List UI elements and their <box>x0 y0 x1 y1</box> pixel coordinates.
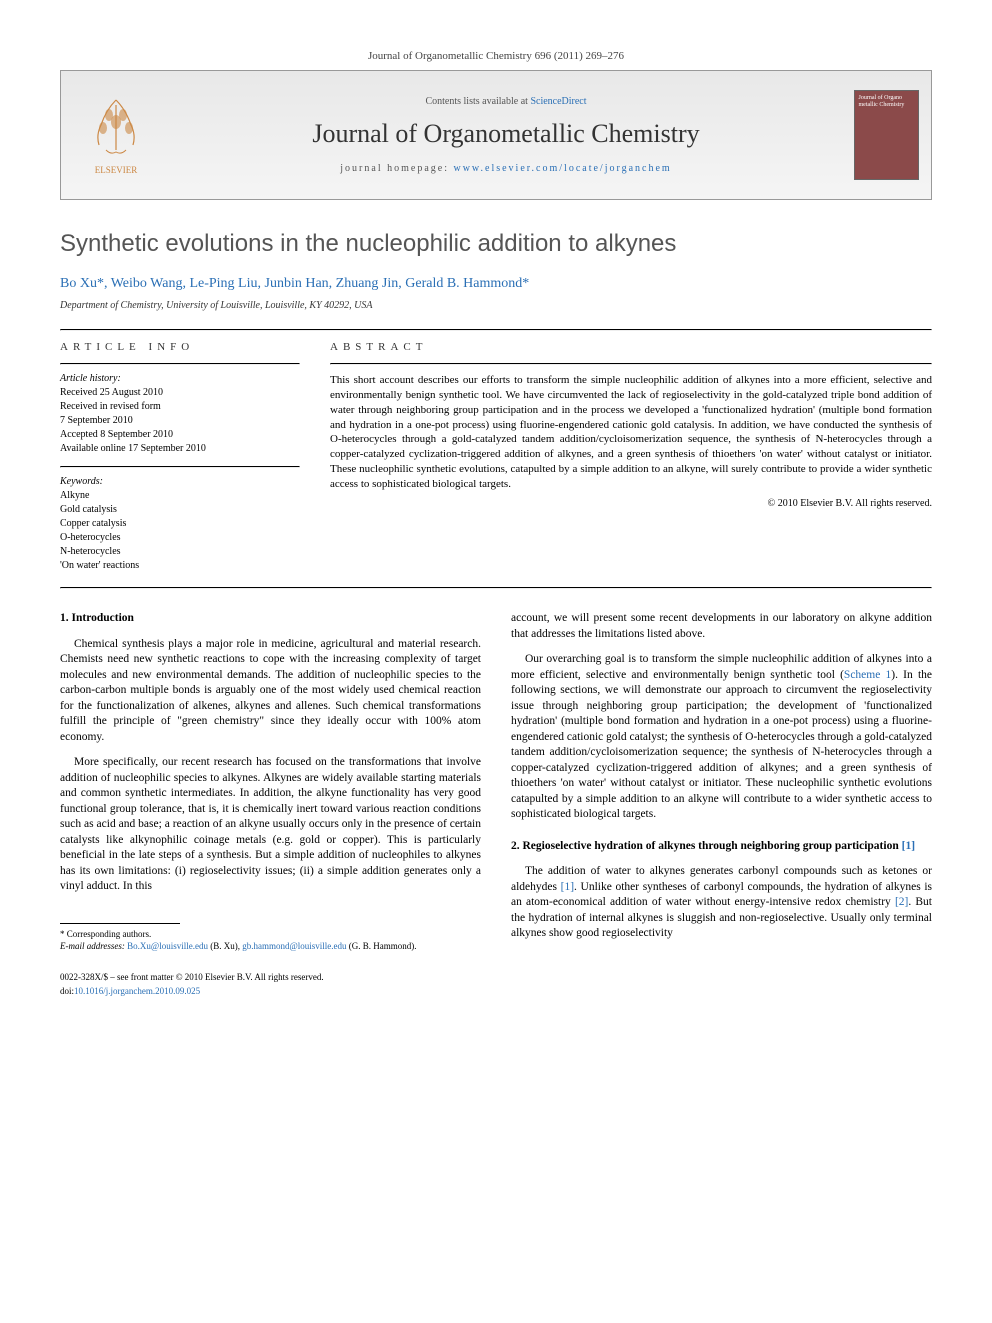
left-column: 1. Introduction Chemical synthesis plays… <box>60 611 481 997</box>
para-4-text-b: ). In the following sections, we will de… <box>511 669 932 821</box>
article-title: Synthetic evolutions in the nucleophilic… <box>60 230 932 258</box>
email-1[interactable]: Bo.Xu@louisville.edu <box>127 941 208 951</box>
cover-text: Journal of Organo metallic Chemistry <box>859 95 914 108</box>
header-citation: Journal of Organometallic Chemistry 696 … <box>60 50 932 62</box>
doi-prefix: doi: <box>60 986 74 996</box>
section-2-heading: 2. Regioselective hydration of alkynes t… <box>511 839 932 855</box>
abstract-column: ABSTRACT This short account describes ou… <box>330 341 932 573</box>
section-1-heading: 1. Introduction <box>60 611 481 627</box>
publisher-logo-area: ELSEVIER <box>61 71 171 199</box>
keyword-3: Copper catalysis <box>60 517 300 531</box>
authors-text[interactable]: Bo Xu*, Weibo Wang, Le-Ping Liu, Junbin … <box>60 276 529 291</box>
cite-1[interactable]: [1] <box>561 881 574 893</box>
issn-line: 0022-328X/$ – see front matter © 2010 El… <box>60 971 324 983</box>
journal-homepage-line: journal homepage: www.elsevier.com/locat… <box>171 163 841 174</box>
contents-available-line: Contents lists available at ScienceDirec… <box>171 96 841 107</box>
author-list: Bo Xu*, Weibo Wang, Le-Ping Liu, Junbin … <box>60 276 932 292</box>
homepage-url[interactable]: www.elsevier.com/locate/jorganchem <box>453 163 671 174</box>
journal-banner: ELSEVIER Contents lists available at Sci… <box>60 70 932 200</box>
contents-prefix: Contents lists available at <box>425 96 530 107</box>
divider-bottom <box>60 587 932 589</box>
cite-2[interactable]: [2] <box>895 896 908 908</box>
section-2-heading-text: 2. Regioselective hydration of alkynes t… <box>511 840 902 852</box>
abstract-heading: ABSTRACT <box>330 341 932 353</box>
footnote-area: * Corresponding authors. E-mail addresse… <box>60 923 481 953</box>
keyword-1: Alkyne <box>60 489 300 503</box>
abstract-text: This short account describes our efforts… <box>330 373 932 492</box>
homepage-prefix: journal homepage: <box>340 163 453 174</box>
accepted-date: Accepted 8 September 2010 <box>60 428 300 442</box>
abstract-divider <box>330 363 932 365</box>
divider-top <box>60 329 932 331</box>
keyword-5: N-heterocycles <box>60 545 300 559</box>
svg-text:ELSEVIER: ELSEVIER <box>95 165 138 175</box>
doi-line: doi:10.1016/j.jorganchem.2010.09.025 <box>60 985 200 997</box>
section-1-para-3: account, we will present some recent dev… <box>511 611 932 642</box>
email-1-name: (B. Xu), <box>208 941 242 951</box>
section-1-para-2: More specifically, our recent research h… <box>60 755 481 895</box>
info-divider-1 <box>60 363 300 365</box>
article-info-column: ARTICLE INFO Article history: Received 2… <box>60 341 300 573</box>
info-divider-2 <box>60 466 300 468</box>
revised-line-2: 7 September 2010 <box>60 414 300 428</box>
email-2[interactable]: gb.hammond@louisville.edu <box>242 941 346 951</box>
sciencedirect-link[interactable]: ScienceDirect <box>530 96 586 107</box>
email-2-name: (G. B. Hammond). <box>347 941 417 951</box>
email-label: E-mail addresses: <box>60 941 127 951</box>
keyword-6: 'On water' reactions <box>60 559 300 573</box>
keyword-4: O-heterocycles <box>60 531 300 545</box>
journal-cover-area: Journal of Organo metallic Chemistry <box>841 71 931 199</box>
journal-name: Journal of Organometallic Chemistry <box>171 119 841 149</box>
history-label: Article history: <box>60 373 300 384</box>
sec2-p1-b: . Unlike other syntheses of carbonyl com… <box>511 881 932 909</box>
revised-line-1: Received in revised form <box>60 400 300 414</box>
doi-link[interactable]: 10.1016/j.jorganchem.2010.09.025 <box>74 986 200 996</box>
received-date: Received 25 August 2010 <box>60 386 300 400</box>
scheme-1-link[interactable]: Scheme 1 <box>844 669 891 681</box>
keywords-label: Keywords: <box>60 476 300 487</box>
keyword-2: Gold catalysis <box>60 503 300 517</box>
section-1-para-4: Our overarching goal is to transform the… <box>511 652 932 823</box>
abstract-copyright: © 2010 Elsevier B.V. All rights reserved… <box>330 498 932 509</box>
footnote-divider <box>60 923 180 924</box>
corresponding-authors-label: * Corresponding authors. <box>60 928 481 941</box>
article-info-heading: ARTICLE INFO <box>60 341 300 353</box>
right-column: account, we will present some recent dev… <box>511 611 932 997</box>
section-2-para-1: The addition of water to alkynes generat… <box>511 864 932 942</box>
elsevier-tree-logo: ELSEVIER <box>81 90 151 180</box>
affiliation: Department of Chemistry, University of L… <box>60 300 932 311</box>
section-1-para-1: Chemical synthesis plays a major role in… <box>60 637 481 746</box>
online-date: Available online 17 September 2010 <box>60 442 300 456</box>
email-line: E-mail addresses: Bo.Xu@louisville.edu (… <box>60 940 481 953</box>
journal-cover-thumbnail: Journal of Organo metallic Chemistry <box>854 90 919 180</box>
section-2-heading-ref[interactable]: [1] <box>902 840 915 852</box>
